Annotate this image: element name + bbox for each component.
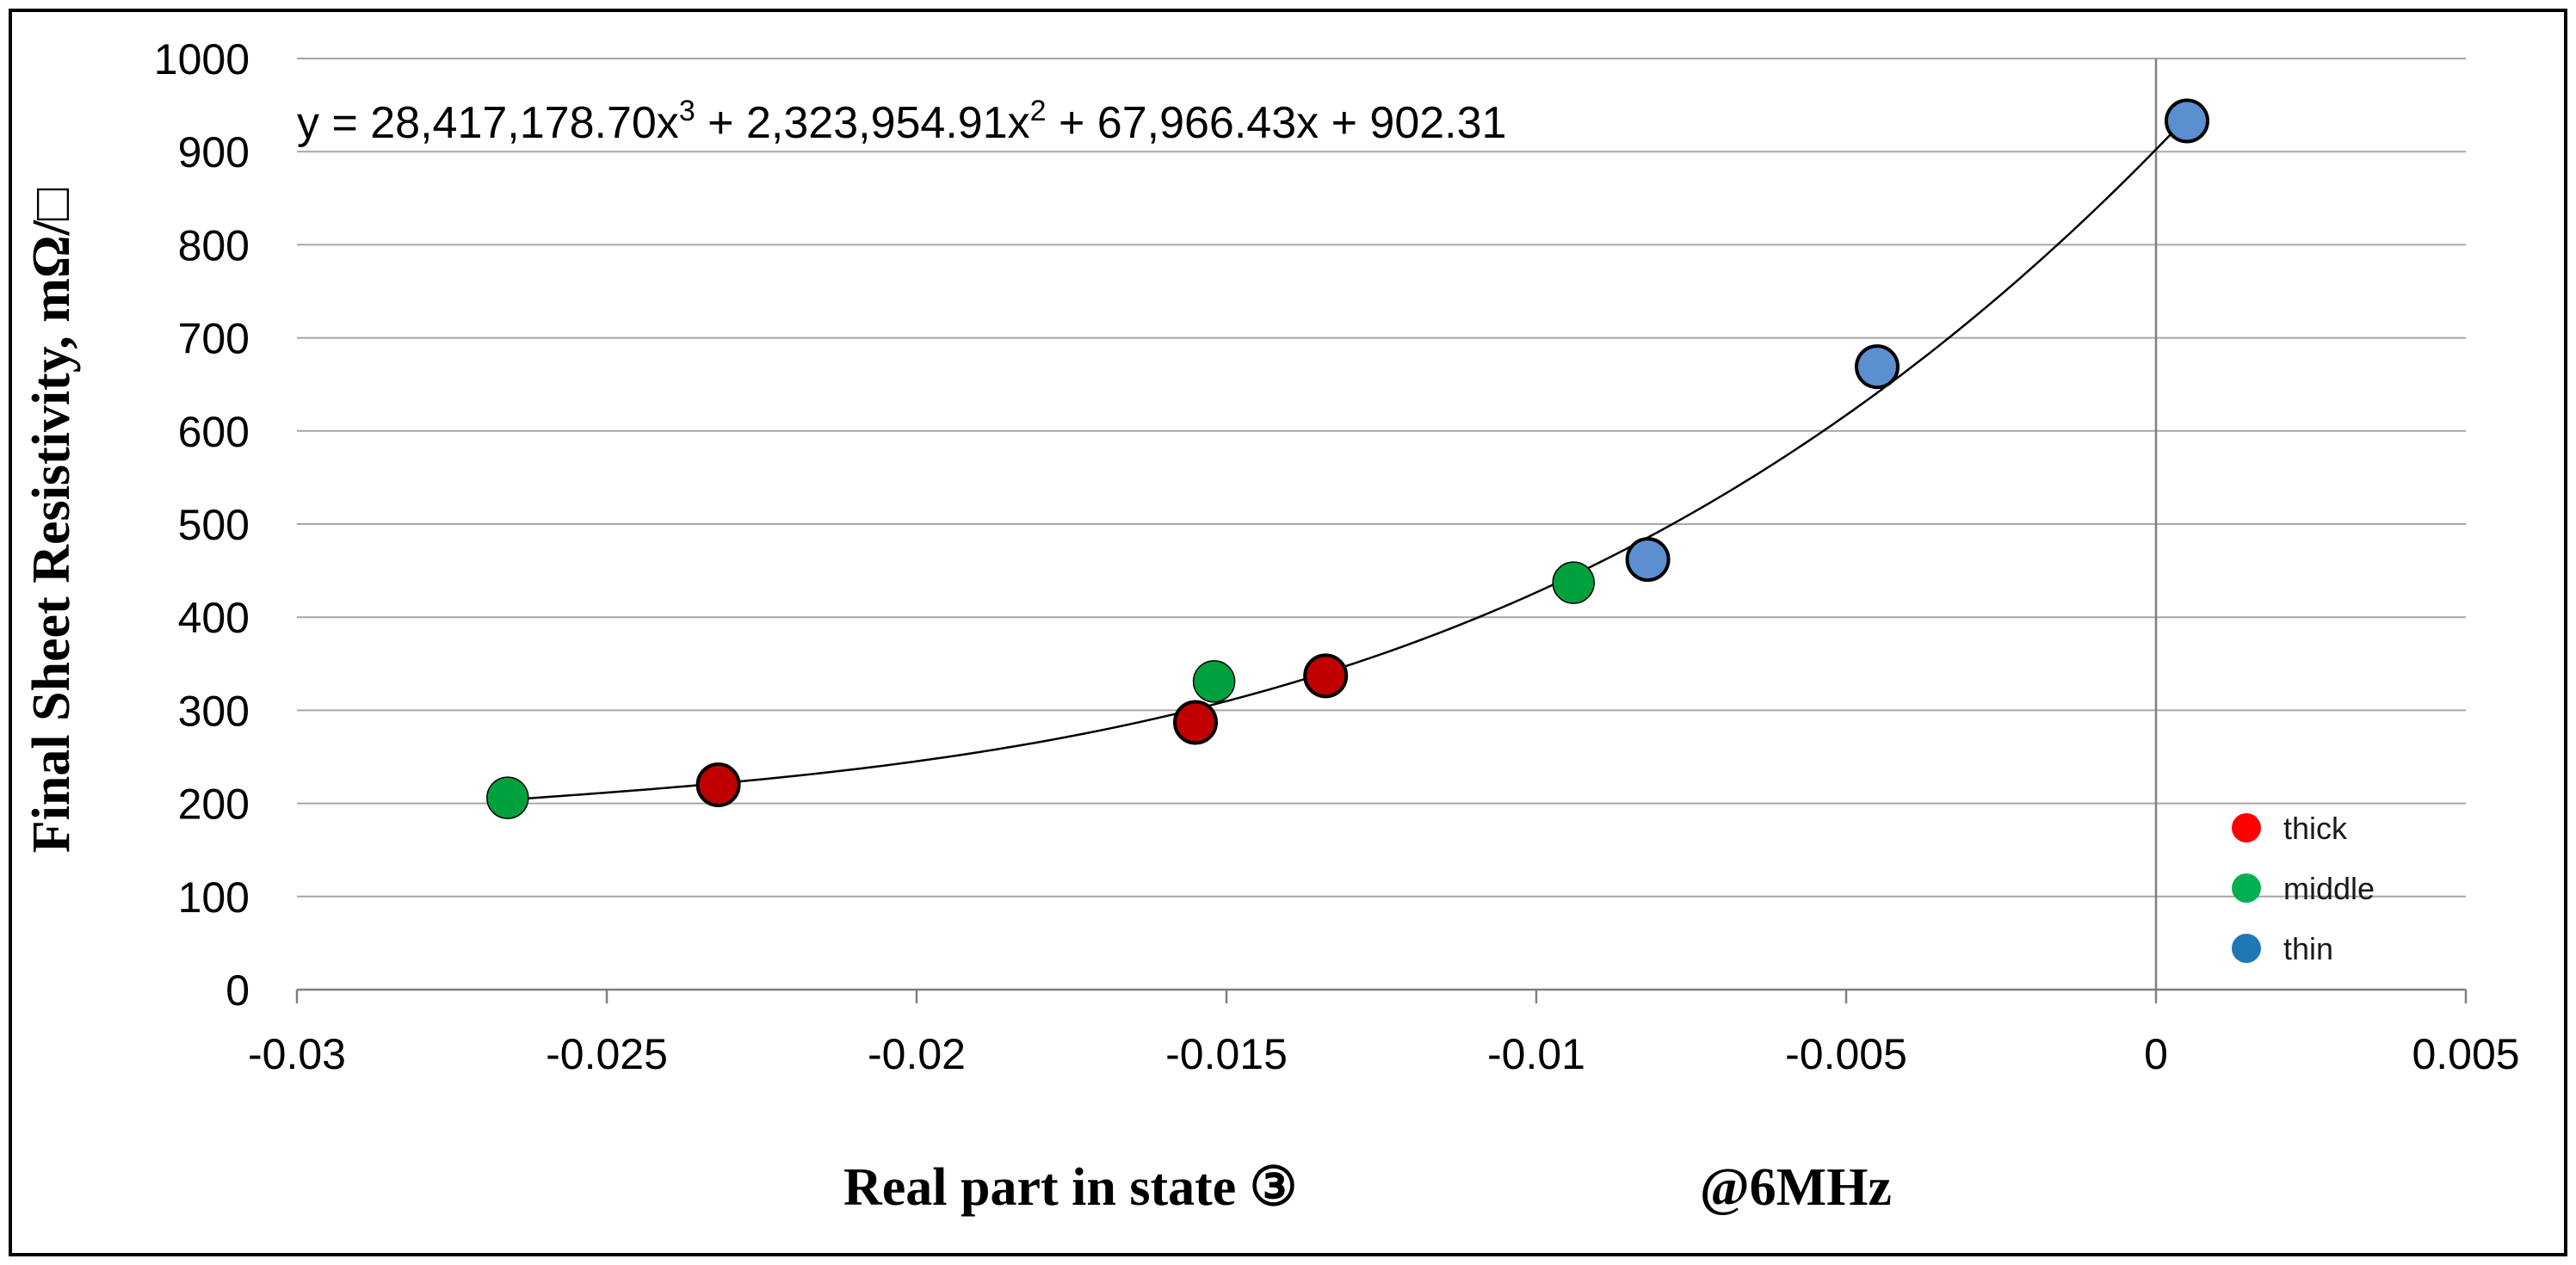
x-tick-label: -0.03 (248, 1030, 346, 1078)
legend-marker-middle (2232, 873, 2261, 903)
y-tick-label: 1000 (154, 35, 250, 83)
data-point-thick (1303, 653, 1349, 699)
y-tick-label: 200 (178, 781, 250, 829)
data-point-middle (486, 776, 529, 819)
data-point-thick (1173, 700, 1218, 745)
gridlines (297, 58, 2466, 898)
data-point-thin (1855, 344, 1900, 390)
legend-label-thin: thin (2283, 931, 2333, 966)
y-tick-label: 900 (178, 128, 250, 176)
data-point-thick (695, 762, 741, 807)
legend: thick middle thin (2232, 811, 2375, 966)
x-axis-ticks: -0.03 -0.025 -0.02 -0.015 -0.01 -0.005 0 0.005 (248, 990, 2520, 1078)
x-tick-label: -0.02 (868, 1030, 966, 1078)
y-tick-label: 100 (178, 873, 250, 922)
axes (297, 59, 2466, 991)
legend-marker-thick (2232, 813, 2261, 842)
y-tick-label: 600 (178, 408, 250, 456)
legend-label-thick: thick (2283, 811, 2348, 846)
y-tick-label: 800 (178, 221, 250, 269)
legend-marker-thin (2232, 934, 2261, 963)
y-tick-label: 0 (225, 966, 250, 1015)
y-tick-label: 300 (178, 687, 250, 735)
y-tick-label: 700 (178, 315, 250, 363)
x-tick-label: -0.005 (1785, 1030, 1907, 1078)
y-axis-ticks: 0 100 200 300 400 500 600 700 800 900 1000 (154, 35, 250, 1015)
legend-label-middle: middle (2283, 871, 2375, 906)
x-tick-label: -0.025 (546, 1030, 668, 1078)
x-axis-title-suffix: @6MHz (1700, 1158, 1892, 1217)
x-tick-label: -0.015 (1165, 1030, 1288, 1078)
data-point-thin (1625, 537, 1671, 583)
figure-border (9, 9, 2567, 1256)
y-tick-label: 500 (178, 501, 250, 549)
x-tick-label: 0 (2144, 1030, 2168, 1078)
x-axis-title: Real part in state ③ (843, 1158, 1297, 1217)
data-points (486, 98, 2209, 819)
y-axis-title: Final Sheet Resistivity, mΩ/□ (22, 188, 81, 853)
trendline-equation: y = 28,417,178.70x3 + 2,323,954.91x2 + 6… (297, 95, 1506, 148)
data-point-middle (1192, 660, 1236, 703)
data-point-thin (2165, 98, 2209, 144)
data-point-middle (1552, 561, 1595, 604)
y-tick-label: 400 (178, 594, 250, 642)
trendline (507, 116, 2188, 801)
x-tick-label: -0.01 (1487, 1030, 1585, 1078)
x-tick-label: 0.005 (2412, 1030, 2519, 1078)
